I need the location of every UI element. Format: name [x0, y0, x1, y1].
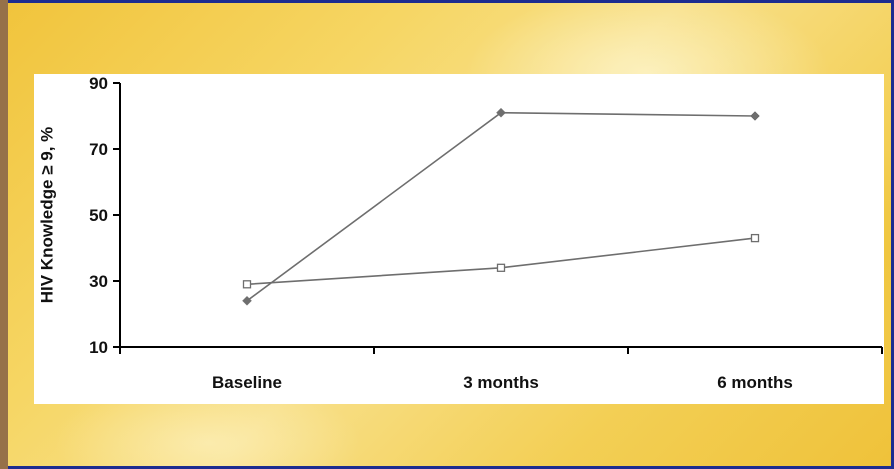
series-1-point [242, 295, 252, 306]
x-tick-label: 6 months [717, 373, 793, 392]
y-tick-label: 90 [89, 74, 108, 93]
y-tick-label: 10 [89, 338, 108, 357]
y-tick-label: 50 [89, 206, 108, 225]
chart-panel: 10 30 50 70 90 Baseline 3 months 6 months HIV … [34, 74, 884, 404]
series-2-point [242, 280, 252, 289]
series-1-point [750, 111, 760, 121]
series-2-point [750, 233, 760, 243]
slide-left-accent [0, 0, 8, 469]
y-axis-title: HIV Knowledge ≥ 9, % [37, 127, 56, 304]
series-2-point [496, 263, 506, 272]
y-tick-label: 70 [89, 140, 108, 159]
series-1-line [246, 111, 756, 302]
y-tick-label: 30 [89, 272, 108, 291]
axes [119, 83, 882, 348]
series-1-point [496, 107, 506, 118]
x-tick-label: Baseline [212, 373, 282, 392]
y-ticks: 10 30 50 70 90 [89, 74, 120, 357]
line-chart: 10 30 50 70 90 Baseline 3 months 6 months HIV … [37, 74, 883, 392]
x-tick-label: 3 months [463, 373, 539, 392]
series-lines [246, 111, 756, 302]
x-ticks: Baseline 3 months 6 months [119, 347, 883, 392]
series-markers [242, 107, 760, 306]
